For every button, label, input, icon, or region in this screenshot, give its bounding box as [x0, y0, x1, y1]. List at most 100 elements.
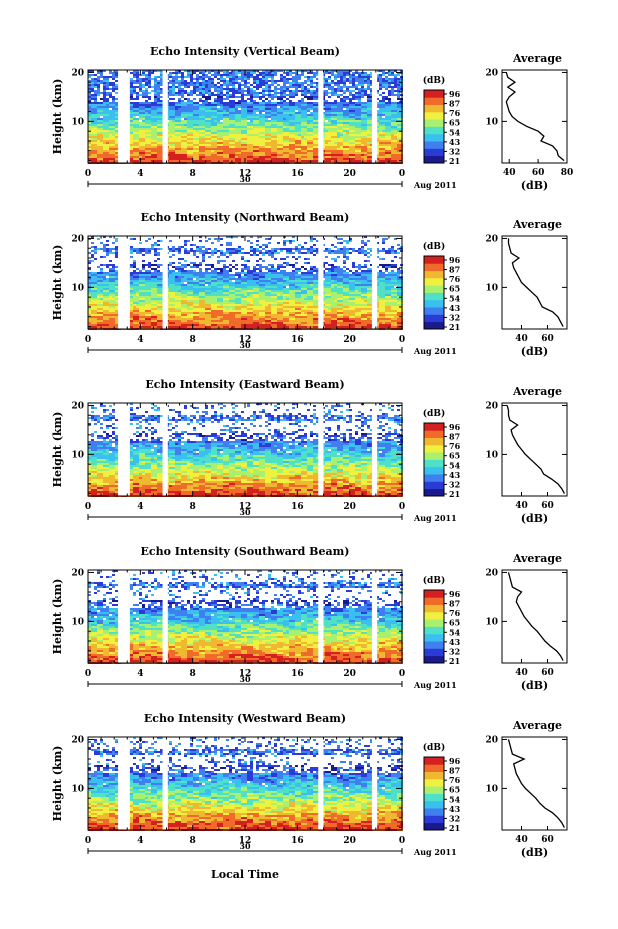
- x-axis-label: Local Time: [211, 868, 279, 881]
- profile-y-tick-label: 10: [485, 283, 498, 293]
- heatmap-cells: [88, 570, 403, 664]
- colorbar-segment: [424, 633, 444, 642]
- panel-4: Echo Intensity (Southward Beam) 0 4 8 12 16 20…: [51, 545, 568, 692]
- profile-line: [507, 739, 565, 828]
- y-tick-label: 10: [71, 117, 84, 127]
- y-tick-label: 20: [71, 568, 84, 578]
- day-label: 30: [239, 340, 251, 350]
- y-tick-label: 20: [71, 234, 84, 244]
- panel-title: Echo Intensity (Eastward Beam): [145, 378, 344, 391]
- profile-x-tick-label: 40: [515, 835, 528, 845]
- colorbar-segment: [424, 648, 444, 657]
- profile-x-tick-label: 60: [541, 668, 554, 678]
- colorbar-tick-label: 54: [449, 293, 461, 303]
- x-tick-label: 0: [85, 169, 91, 179]
- average-profile: Average (dB)40 60 10 20: [485, 719, 568, 859]
- panel-title: Echo Intensity (Vertical Beam): [150, 45, 340, 58]
- profile-title: Average: [512, 52, 562, 65]
- y-axis-label: Height (km): [51, 79, 64, 155]
- colorbar-segment: [424, 437, 444, 446]
- colorbar-segment: [424, 314, 444, 323]
- y-axis-label: Height (km): [51, 579, 64, 655]
- profile-x-tick-label: 40: [515, 501, 528, 511]
- colorbar-segment: [424, 778, 444, 787]
- x-tick-label: 4: [137, 669, 143, 679]
- colorbar-segment: [424, 111, 444, 120]
- data-gap: [371, 236, 378, 329]
- profile-x-tick-label: 60: [541, 835, 554, 845]
- colorbar-segment: [424, 97, 444, 105]
- data-gap: [162, 403, 168, 496]
- colorbar-frame: [423, 422, 445, 497]
- colorbar-tick-label: 21: [449, 156, 460, 166]
- colorbar-tick-label: 32: [449, 312, 460, 322]
- profile-x-tick-label: 60: [541, 334, 554, 344]
- profile-title: Average: [512, 218, 562, 231]
- colorbar-tick-label: 32: [449, 813, 460, 823]
- colorbar-segment: [424, 800, 444, 809]
- colorbar-segment: [424, 126, 444, 135]
- x-tick-label: 0: [399, 335, 405, 345]
- data-gap: [118, 570, 130, 663]
- colorbar-segment: [424, 155, 444, 164]
- colorbar-segment: [424, 307, 444, 315]
- x-tick-label: 16: [291, 169, 304, 179]
- x-tick-label: 0: [399, 836, 405, 846]
- date-label: Aug 2011: [413, 680, 457, 690]
- x-tick-label: 16: [291, 669, 304, 679]
- colorbar-segment: [424, 466, 444, 475]
- panel-3: Echo Intensity (Eastward Beam) 0 4 8 12 16 20 0…: [51, 378, 568, 525]
- x-tick-label: 4: [137, 169, 143, 179]
- day-label: 30: [239, 674, 251, 684]
- data-gap: [318, 70, 324, 163]
- x-tick-label: 16: [291, 502, 304, 512]
- colorbar-frame: [423, 756, 445, 831]
- colorbar-segment: [424, 270, 444, 279]
- colorbar-tick-label: 65: [449, 451, 460, 461]
- profile-xlabel: (dB): [521, 512, 548, 525]
- y-tick-label: 10: [71, 283, 84, 293]
- profile-frame: [501, 736, 568, 831]
- x-tick-label: 0: [85, 335, 91, 345]
- colorbar-tick-label: 76: [449, 108, 461, 118]
- x-tick-label: 8: [190, 669, 196, 679]
- data-gap: [371, 70, 378, 163]
- colorbar-tick-label: 43: [449, 303, 461, 313]
- colorbar-tick-label: 43: [449, 137, 461, 147]
- colorbar-segment: [424, 771, 444, 780]
- colorbar-segment: [424, 764, 444, 772]
- colorbar-segment: [424, 793, 444, 802]
- colorbar-segment: [424, 619, 444, 627]
- x-tick-label: 20: [343, 836, 356, 846]
- heatmap-cells: [88, 737, 403, 831]
- profile-y-tick-label: 20: [485, 568, 498, 578]
- profile-x-tick-label: 40: [503, 168, 516, 178]
- data-gap: [371, 403, 378, 496]
- colorbar-segment: [424, 626, 444, 635]
- colorbar-segment: [424, 488, 444, 497]
- colorbar-segment: [424, 641, 444, 649]
- colorbar-tick-label: 54: [449, 794, 461, 804]
- profile-line: [505, 72, 565, 162]
- average-profile: Average (dB)40 60 10 20: [485, 385, 568, 525]
- date-label: Aug 2011: [413, 346, 457, 356]
- day-label: 30: [239, 841, 251, 851]
- colorbar-segment: [424, 822, 444, 831]
- x-tick-label: 0: [399, 169, 405, 179]
- colorbar-segment: [424, 590, 444, 598]
- colorbar-segment: [424, 481, 444, 490]
- profile-frame: [501, 235, 568, 330]
- x-tick-label: 12: [239, 169, 252, 179]
- y-axis-label: Height (km): [51, 412, 64, 488]
- colorbar-tick-label: 76: [449, 441, 461, 451]
- data-gap: [318, 737, 324, 830]
- profile-line: [507, 238, 564, 327]
- profile-y-tick-label: 20: [485, 735, 498, 745]
- colorbar-segment: [424, 423, 444, 431]
- heatmap-cells: [88, 70, 403, 164]
- x-tick-label: 0: [85, 502, 91, 512]
- profile-xlabel: (dB): [521, 679, 548, 692]
- colorbar-tick-label: 76: [449, 608, 461, 618]
- colorbar-tick-label: 87: [449, 265, 460, 275]
